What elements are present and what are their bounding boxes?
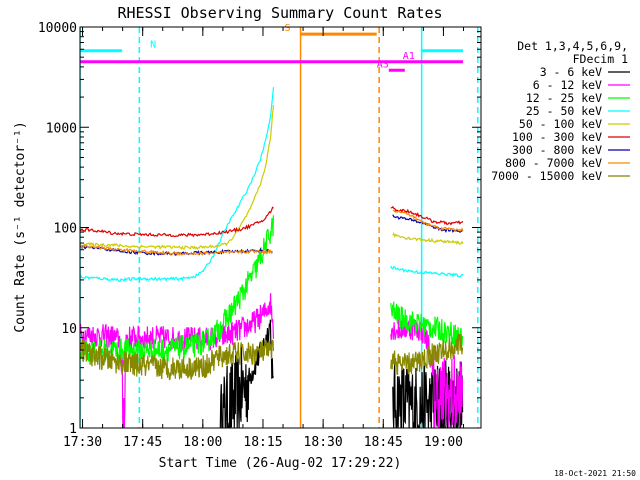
- legend-label-7000-15000-kev: 7000 - 15000 keV: [491, 169, 602, 183]
- flag-label-n: N: [150, 40, 156, 51]
- series-line-100-300-kev: [80, 205, 464, 238]
- series-line-7000-15000-kev: [80, 333, 464, 381]
- y-tick-label: 10: [61, 322, 77, 337]
- x-tick-label: 17:45: [123, 435, 162, 450]
- y-axis-label: Count Rate (s⁻¹ detector⁻¹): [13, 121, 28, 332]
- series-line-50-100-kev: [80, 104, 464, 250]
- x-tick-label: 19:00: [424, 435, 463, 450]
- y-tick-label: 1: [69, 422, 77, 437]
- legend-label-3-6-kev: 3 - 6 keV: [540, 65, 602, 79]
- legend-label-12-25-kev: 12 - 25 keV: [526, 91, 602, 105]
- legend-label-800-7000-kev: 800 - 7000 keV: [505, 156, 602, 170]
- y-tick-label: 10000: [38, 21, 77, 36]
- y-tick-label: 1000: [46, 121, 77, 136]
- legend-label-300-800-kev: 300 - 800 keV: [512, 143, 602, 157]
- legend-label-100-300-kev: 100 - 300 keV: [512, 130, 602, 144]
- x-axis-label: Start Time (26-Aug-02 17:29:22): [159, 456, 402, 471]
- flag-label-a1: A1: [403, 51, 415, 62]
- chart-title: RHESSI Observing Summary Count Rates: [117, 4, 442, 22]
- legend-label-25-50-kev: 25 - 50 keV: [526, 104, 602, 118]
- legend-title-line: Det 1,3,4,5,6,9,: [517, 39, 628, 53]
- x-tick-label: 17:30: [63, 435, 102, 450]
- flag-label-a3: A3: [377, 59, 389, 70]
- x-tick-label: 18:45: [364, 435, 403, 450]
- legend-label-50-100-kev: 50 - 100 keV: [519, 117, 602, 131]
- plot-content: [80, 27, 479, 428]
- series-line-25-50-kev: [80, 87, 464, 283]
- footer-timestamp: 18-Oct-2021 21:50: [554, 469, 636, 478]
- x-tick-label: 18:30: [304, 435, 343, 450]
- x-tick-label: 18:00: [183, 435, 222, 450]
- x-tick-label: 18:15: [243, 435, 282, 450]
- y-tick-label: 100: [54, 222, 77, 237]
- legend-label-6-12-kev: 6 - 12 keV: [533, 78, 602, 92]
- flag-label-s: S: [285, 23, 291, 34]
- legend-title-line: FDecim 1: [573, 52, 628, 66]
- series-line-800-7000-kev: [80, 209, 464, 257]
- plot-area: N S A1 A3 1 10 100 1000 10000 17:30 17:45 18:00 18:1…: [38, 21, 482, 450]
